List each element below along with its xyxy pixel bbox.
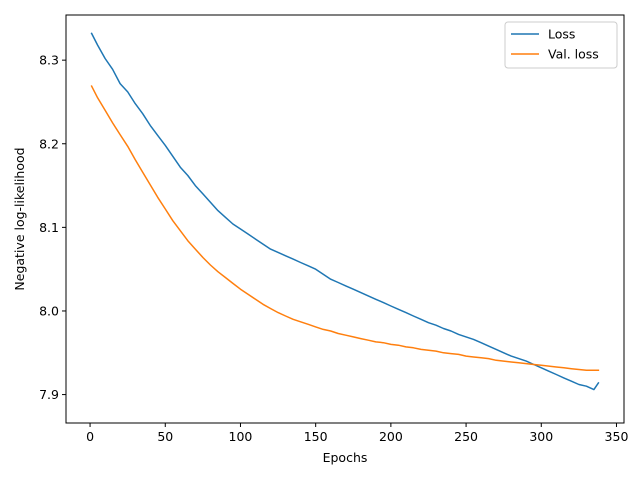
y-tick-label: 7.9 xyxy=(39,387,59,402)
legend-label-1: Val. loss xyxy=(548,47,599,62)
y-tick-label: 8.2 xyxy=(39,136,59,151)
x-axis-ticks: 0 50 100 150 200 250 300 350 xyxy=(86,423,628,444)
y-tick-label: 8.1 xyxy=(39,220,59,235)
y-axis-label: Negative log-likelihood xyxy=(12,147,27,290)
y-tick-label: 8.0 xyxy=(39,303,59,318)
plot-frame xyxy=(65,14,625,424)
x-tick-label: 300 xyxy=(529,429,553,444)
legend-label-0: Loss xyxy=(548,27,575,42)
y-tick-label: 8.3 xyxy=(39,53,59,68)
x-tick-label: 0 xyxy=(86,429,94,444)
x-tick-label: 100 xyxy=(229,429,253,444)
y-axis-ticks: 7.9 8.0 8.1 8.2 8.3 xyxy=(39,53,66,402)
x-tick-label: 200 xyxy=(379,429,403,444)
x-tick-label: 350 xyxy=(605,429,629,444)
series-line-1 xyxy=(90,85,600,372)
series-layer xyxy=(90,32,600,391)
legend: Loss Val. loss xyxy=(504,21,618,69)
x-tick-label: 250 xyxy=(454,429,478,444)
x-tick-label: 150 xyxy=(304,429,328,444)
x-axis-label: Epochs xyxy=(323,450,368,465)
series-line-0 xyxy=(90,32,600,391)
x-tick-label: 50 xyxy=(157,429,173,444)
